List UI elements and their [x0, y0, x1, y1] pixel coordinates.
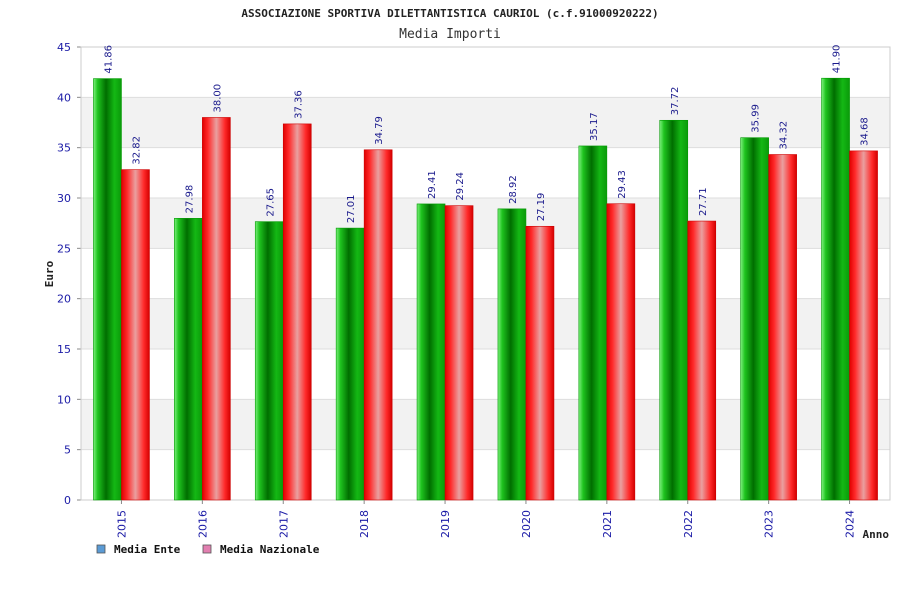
chart-title: ASSOCIAZIONE SPORTIVA DILETTANTISTICA CA…: [241, 7, 658, 20]
y-tick-label: 25: [57, 242, 71, 255]
plot-frame: [80, 46, 891, 501]
y-tick-label: 40: [57, 91, 71, 104]
y-tick-label: 0: [64, 494, 71, 507]
data-label: 29.41: [427, 170, 438, 199]
legend-label-media-ente: Media Ente: [114, 543, 181, 556]
data-label: 27.65: [265, 188, 276, 217]
data-label: 27.71: [698, 187, 709, 216]
bar-media-nazionale-2018: [363, 149, 393, 501]
bar-media-nazionale-2023: [768, 154, 797, 501]
data-label: 34.68: [860, 117, 871, 146]
y-axis-label: Euro: [43, 260, 56, 287]
bar-media-ente-2015: [93, 78, 122, 501]
data-label: 37.72: [670, 87, 681, 116]
data-label: 37.36: [293, 90, 304, 119]
x-axis-label: Anno: [863, 528, 890, 541]
bar-media-ente-2018: [335, 227, 365, 501]
data-label: 35.99: [751, 104, 762, 133]
bar-media-ente-2019: [416, 203, 446, 501]
y-tick-label: 5: [64, 444, 71, 457]
data-label: 27.98: [184, 185, 195, 214]
data-label: 35.17: [589, 112, 600, 141]
x-tick-label: 2019: [439, 510, 452, 538]
bar-media-nazionale-2017: [282, 123, 312, 501]
x-tick-label: 2024: [844, 510, 857, 538]
x-axis-ticks: 2015 2016 2017 2018 2019 2020 2021 2022 2023 2024: [115, 500, 857, 538]
x-tick-label: 2015: [115, 510, 128, 538]
y-axis-ticks: 0 5 10 15 20 25 30 35 40 45: [57, 41, 71, 507]
grid-band: [81, 47, 890, 98]
x-tick-label: 2018: [358, 510, 371, 538]
bar-media-nazionale-2019: [444, 205, 474, 501]
bar-media-ente-2016: [174, 218, 203, 501]
bar-media-nazionale-2016: [202, 117, 231, 501]
data-label: 29.24: [455, 172, 466, 201]
bar-media-nazionale-2015: [121, 169, 150, 501]
y-tick-label: 15: [57, 343, 71, 356]
legend-swatch-media-nazionale: [202, 544, 212, 554]
legend-label-media-nazionale: Media Nazionale: [220, 543, 320, 556]
y-tick-label: 45: [57, 41, 71, 54]
y-tick-label: 10: [57, 393, 71, 406]
chart-subtitle: Media Importi: [399, 27, 501, 42]
bar-media-ente-2021: [578, 145, 608, 501]
x-tick-label: 2022: [682, 510, 695, 538]
bar-media-ente-2023: [740, 137, 769, 501]
x-tick-label: 2023: [763, 510, 776, 538]
x-tick-label: 2020: [520, 510, 533, 538]
y-tick-label: 20: [57, 293, 71, 306]
bar-media-ente-2024: [821, 77, 850, 501]
data-label: 27.01: [346, 194, 357, 223]
bar-media-nazionale-2021: [606, 203, 636, 501]
y-tick-label: 30: [57, 192, 71, 205]
data-label: 34.32: [779, 121, 790, 150]
bar-media-ente-2020: [497, 208, 527, 501]
legend-swatch-media-ente: [96, 544, 106, 554]
data-label: 29.43: [617, 170, 628, 199]
bar-media-ente-2017: [254, 221, 284, 501]
x-tick-label: 2021: [601, 510, 614, 538]
y-tick-label: 35: [57, 142, 71, 155]
bar-media-ente-2022: [659, 119, 689, 501]
data-label: 38.00: [212, 84, 223, 113]
bar-media-nazionale-2024: [849, 150, 878, 501]
data-label: 32.82: [131, 136, 142, 165]
data-label: 41.86: [103, 45, 114, 74]
x-tick-label: 2017: [277, 510, 290, 538]
bar-media-nazionale-2022: [687, 220, 717, 501]
data-label: 34.79: [374, 116, 385, 145]
data-label: 41.90: [832, 45, 843, 74]
x-tick-label: 2016: [196, 510, 209, 538]
data-label: 28.92: [508, 175, 519, 204]
data-label: 27.19: [536, 193, 547, 222]
bars: 41.86 32.82 27.98 38.00 27.65 37.36 27.01 34.79…: [93, 45, 878, 501]
bar-media-nazionale-2020: [525, 225, 555, 501]
legend: Media Ente Media Nazionale: [96, 543, 320, 556]
